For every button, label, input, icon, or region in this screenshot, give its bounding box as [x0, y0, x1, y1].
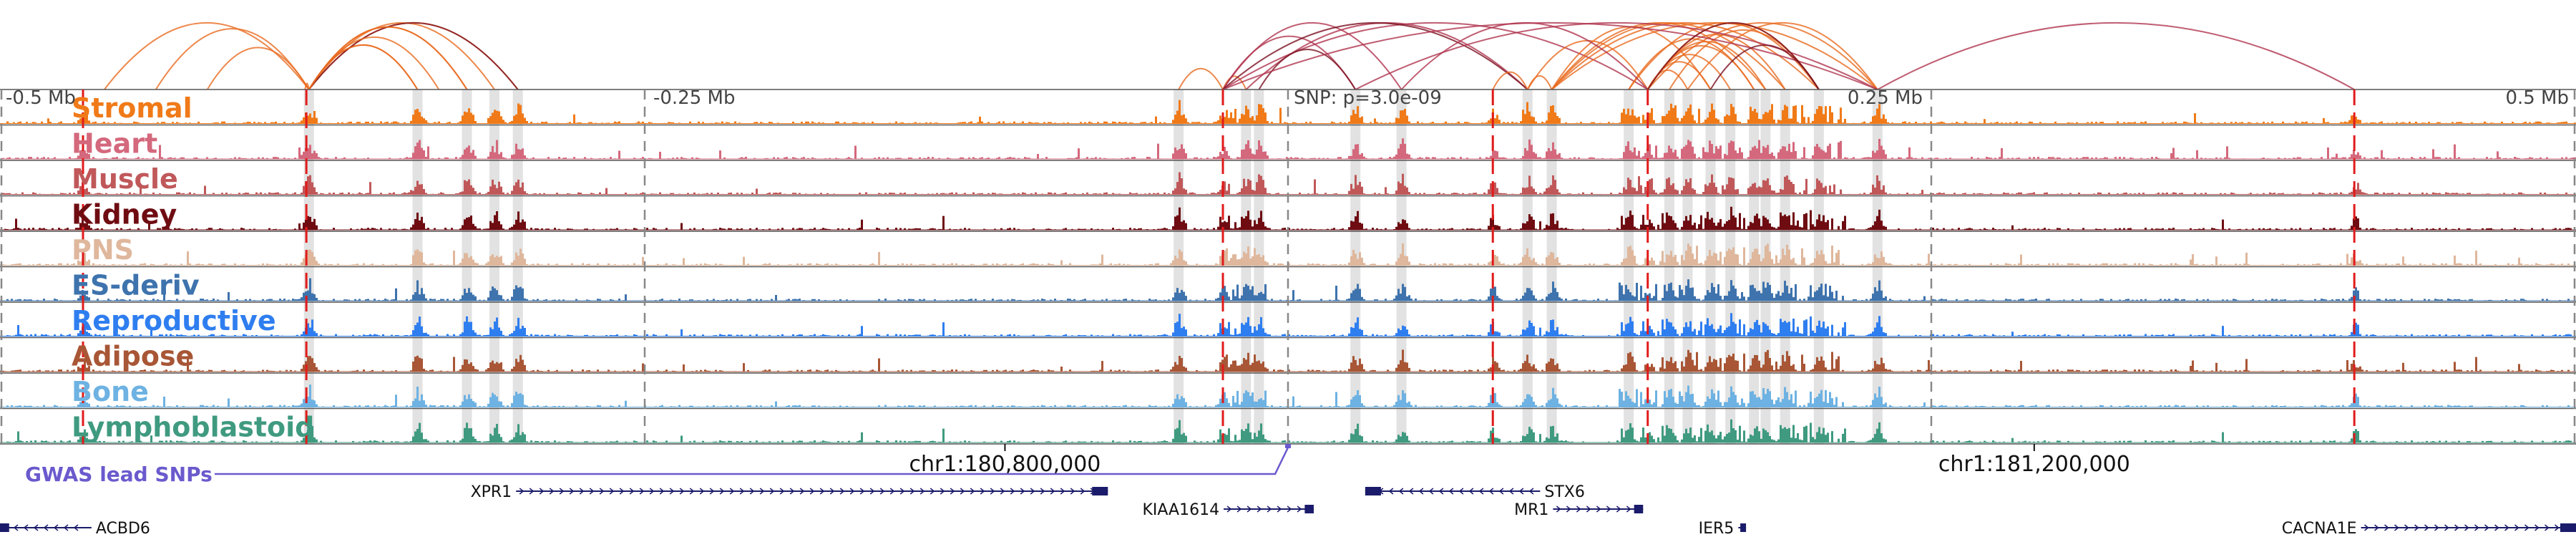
exon-block: [1740, 523, 1747, 532]
exon-block: [0, 523, 9, 532]
chromatin-loop: [1687, 21, 1878, 90]
chromatin-loop: [1646, 21, 1820, 90]
axis-tick-label: -0.5 Mb: [6, 87, 76, 109]
gene-acbd6: ACBD6: [0, 520, 150, 537]
exon-block: [2560, 523, 2576, 532]
track-label-bone: Bone: [72, 376, 149, 407]
gene-label: MR1: [1514, 501, 1548, 519]
gwas-track: GWAS lead SNPs: [25, 444, 1291, 486]
chromatin-loop: [1492, 71, 1528, 90]
strand-arrows: [2364, 524, 2570, 531]
marker-lines: [0, 90, 2576, 444]
track-label-heart: Heart: [72, 128, 157, 160]
chromatin-loop: [1222, 21, 1878, 90]
gwas-connector: [215, 447, 1289, 475]
exon-block: [1365, 487, 1381, 495]
chromatin-loop: [1526, 40, 1649, 90]
signal-es-deriv: [0, 278, 2576, 301]
gene-ier5: IER5: [1699, 520, 1747, 537]
chromatin-loop: [1222, 21, 1649, 90]
gene-label: CACNA1E: [2282, 520, 2357, 537]
chromatin-loop: [1178, 67, 1224, 90]
gwas-snp-marker: [1285, 444, 1291, 448]
gene-label: STX6: [1544, 483, 1584, 501]
gene-label: ACBD6: [96, 520, 150, 537]
exon-block: [1304, 505, 1314, 513]
gene-stx6: STX6: [1365, 483, 1585, 501]
signal-heart: [0, 138, 2576, 159]
exon-block: [1634, 505, 1644, 513]
coordinate-label: chr1:180,800,000: [909, 452, 1101, 477]
chromatin-loop: [1400, 21, 1649, 90]
track-label-kidney: Kidney: [72, 199, 177, 231]
strand-arrows: [1556, 505, 1631, 513]
track-label-lymphoblastoid: Lymphoblastoid: [72, 412, 314, 443]
chromatin-loop: [1709, 44, 1820, 90]
axis-tick-label: 0.25 Mb: [1848, 87, 1923, 109]
chromatin-loop: [1258, 49, 1357, 90]
gene-xpr1: XPR1: [471, 483, 1108, 501]
chromatin-loop: [1551, 22, 1786, 90]
chromatin-loops: [104, 21, 2355, 90]
signal-muscle: [0, 172, 2576, 195]
chromatin-loop: [308, 22, 519, 90]
exon-block: [1092, 487, 1108, 495]
signal-pns: [0, 243, 2576, 266]
gene-label: KIAA1614: [1142, 501, 1219, 519]
track-label-reproductive: Reproductive: [72, 305, 276, 337]
chromatin-loop: [1222, 22, 1528, 90]
chromatin-loop: [206, 47, 310, 90]
chromatin-loop: [1877, 21, 2355, 90]
axis-labels: -0.5 Mb -0.25 Mb 0.25 Mb 0.5 Mb SNP: p=3.0e-…: [6, 87, 2569, 477]
track-label-es-deriv: ES-deriv: [72, 270, 200, 301]
gene-cacna1e: CACNA1E: [2282, 520, 2576, 537]
gene-mr1: MR1: [1514, 501, 1644, 519]
signal-bone: [0, 384, 2576, 407]
track-label-adipose: Adipose: [72, 341, 194, 372]
strand-arrows: [1226, 505, 1302, 513]
gwas-label: GWAS lead SNPs: [25, 463, 213, 486]
chromatin-loop: [104, 22, 310, 90]
gene-kiaa1614: KIAA1614: [1142, 501, 1314, 519]
gene-label: XPR1: [471, 483, 512, 501]
axis-tick-label: 0.5 Mb: [2505, 87, 2569, 109]
strand-arrows: [519, 488, 1096, 495]
track-label-pns: PNS: [72, 234, 134, 266]
snp-label: SNP: p=3.0e-09: [1294, 87, 1442, 109]
chromatin-loop: [1646, 22, 1878, 90]
chromatin-loop: [1551, 22, 1767, 90]
chromatin-loop: [1551, 21, 1820, 90]
track-label-stromal: Stromal: [72, 92, 192, 124]
chromatin-loop: [1222, 21, 1402, 90]
chromatin-loop: [308, 36, 440, 90]
signal-tracks: [0, 89, 2576, 445]
gene-label: IER5: [1699, 520, 1735, 537]
chromatin-loop: [1355, 22, 1878, 90]
axis-tick-label: -0.25 Mb: [653, 87, 735, 109]
coordinate-label: chr1:181,200,000: [1938, 452, 2130, 477]
chromatin-loop: [1628, 21, 1820, 90]
track-label-muscle: Muscle: [72, 163, 178, 195]
